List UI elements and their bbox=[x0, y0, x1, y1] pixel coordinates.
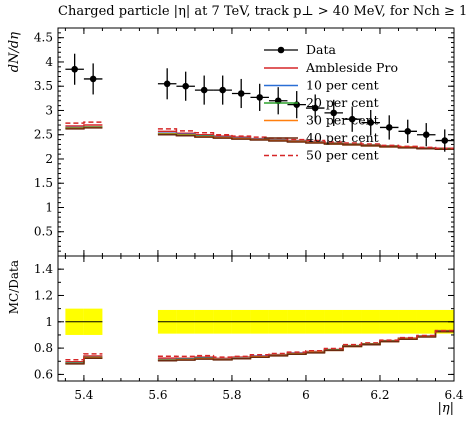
data-point bbox=[256, 94, 264, 101]
data-point bbox=[311, 104, 319, 112]
x-tick-label: 6.2 bbox=[370, 388, 389, 402]
ratio-line-20-per-cent bbox=[65, 330, 454, 364]
main-y-ticks: 0.5 1 1.5 2 2.5 3 3.5 4 4.5 bbox=[34, 27, 454, 252]
data-point bbox=[367, 119, 375, 126]
data-point bbox=[182, 82, 189, 90]
x-tick-label: 6 bbox=[302, 388, 310, 402]
main-y-tick-label: 2 bbox=[45, 152, 53, 166]
x-tick-label: 5.6 bbox=[148, 388, 167, 402]
data-point bbox=[404, 128, 412, 135]
legend-label-ambleside-pro: Ambleside Pro bbox=[305, 60, 398, 75]
legend-label-50-per-cent: 50 per cent bbox=[306, 148, 379, 163]
x-tick-label: 6.4 bbox=[444, 388, 463, 402]
ratio-y-tick-label: 0.8 bbox=[34, 341, 53, 355]
main-y-tick-label: 3.5 bbox=[34, 79, 53, 93]
ratio-y-tick-label: 1.2 bbox=[34, 288, 53, 302]
data-point bbox=[237, 90, 245, 97]
series-line-ambleside-pro bbox=[65, 124, 454, 150]
legend-label-20-per-cent: 20 per cent bbox=[306, 95, 379, 110]
ratio-line-50-per-cent bbox=[65, 329, 454, 361]
main-y-tick-label: 0.5 bbox=[34, 225, 53, 239]
x-tick-label: 5.8 bbox=[222, 388, 241, 402]
data-point bbox=[71, 65, 78, 73]
data-point bbox=[385, 124, 393, 131]
main-y-tick-label: 3 bbox=[45, 103, 53, 117]
data-point bbox=[200, 86, 208, 94]
main-y-tick-label: 1.5 bbox=[34, 176, 53, 190]
ratio-line-30-per-cent bbox=[65, 330, 454, 365]
series-line-40-per-cent bbox=[65, 127, 454, 151]
legend-label-10-per-cent: 10 per cent bbox=[306, 78, 379, 93]
ratio-series-group bbox=[65, 329, 454, 365]
main-y-tick-label: 4 bbox=[45, 55, 53, 69]
legend: Data Ambleside Pro 10 per cent 20 per cent 3… bbox=[264, 42, 398, 163]
ratio-plot-panel: 0.6 0.8 1 1.2 1.4 bbox=[34, 255, 455, 382]
ratio-line-40-per-cent bbox=[65, 330, 454, 365]
data-points-group bbox=[65, 53, 454, 152]
legend-data-label: Data bbox=[306, 42, 336, 57]
main-series-group bbox=[65, 121, 454, 151]
data-point bbox=[330, 109, 338, 117]
ratio-y-tick-label: 1 bbox=[45, 315, 53, 329]
ratio-y-ticks: 0.6 0.8 1 1.2 1.4 bbox=[34, 262, 454, 381]
ratio-uncertainty-band bbox=[65, 308, 454, 335]
ratio-y-tick-label: 0.6 bbox=[34, 367, 53, 381]
data-point bbox=[219, 86, 226, 94]
x-axis-ticks: 5.4 5.6 5.8 6 6.2 6.4 bbox=[64, 28, 464, 402]
main-y-tick-label: 2.5 bbox=[34, 128, 53, 142]
ratio-line-10-per-cent bbox=[65, 330, 454, 364]
data-point bbox=[89, 75, 97, 83]
data-point bbox=[441, 137, 449, 144]
main-y-axis-label: dN/dη bbox=[7, 32, 22, 72]
ratio-y-axis-label: MC/Data bbox=[7, 260, 21, 314]
data-point bbox=[422, 131, 430, 139]
chart-title: Charged particle |η| at 7 TeV, track p⊥ … bbox=[58, 4, 467, 19]
legend-data-marker bbox=[277, 46, 285, 54]
legend-label-30-per-cent: 30 per cent bbox=[306, 113, 379, 128]
main-y-tick-label: 1 bbox=[45, 200, 53, 214]
legend-label-40-per-cent: 40 per cent bbox=[306, 130, 379, 145]
ratio-plot-frame bbox=[57, 255, 455, 382]
x-tick-label: 5.4 bbox=[74, 388, 93, 402]
ratio-y-tick-label: 1.4 bbox=[34, 262, 53, 276]
main-y-tick-label: 4.5 bbox=[34, 31, 53, 45]
data-point bbox=[163, 80, 171, 88]
data-point bbox=[348, 115, 356, 123]
main-plot-panel: 0.5 1 1.5 2 2.5 3 3.5 4 4.5 bbox=[34, 27, 455, 257]
x-axis-label: |η| bbox=[437, 401, 454, 416]
series-line-50-per-cent bbox=[65, 121, 454, 150]
